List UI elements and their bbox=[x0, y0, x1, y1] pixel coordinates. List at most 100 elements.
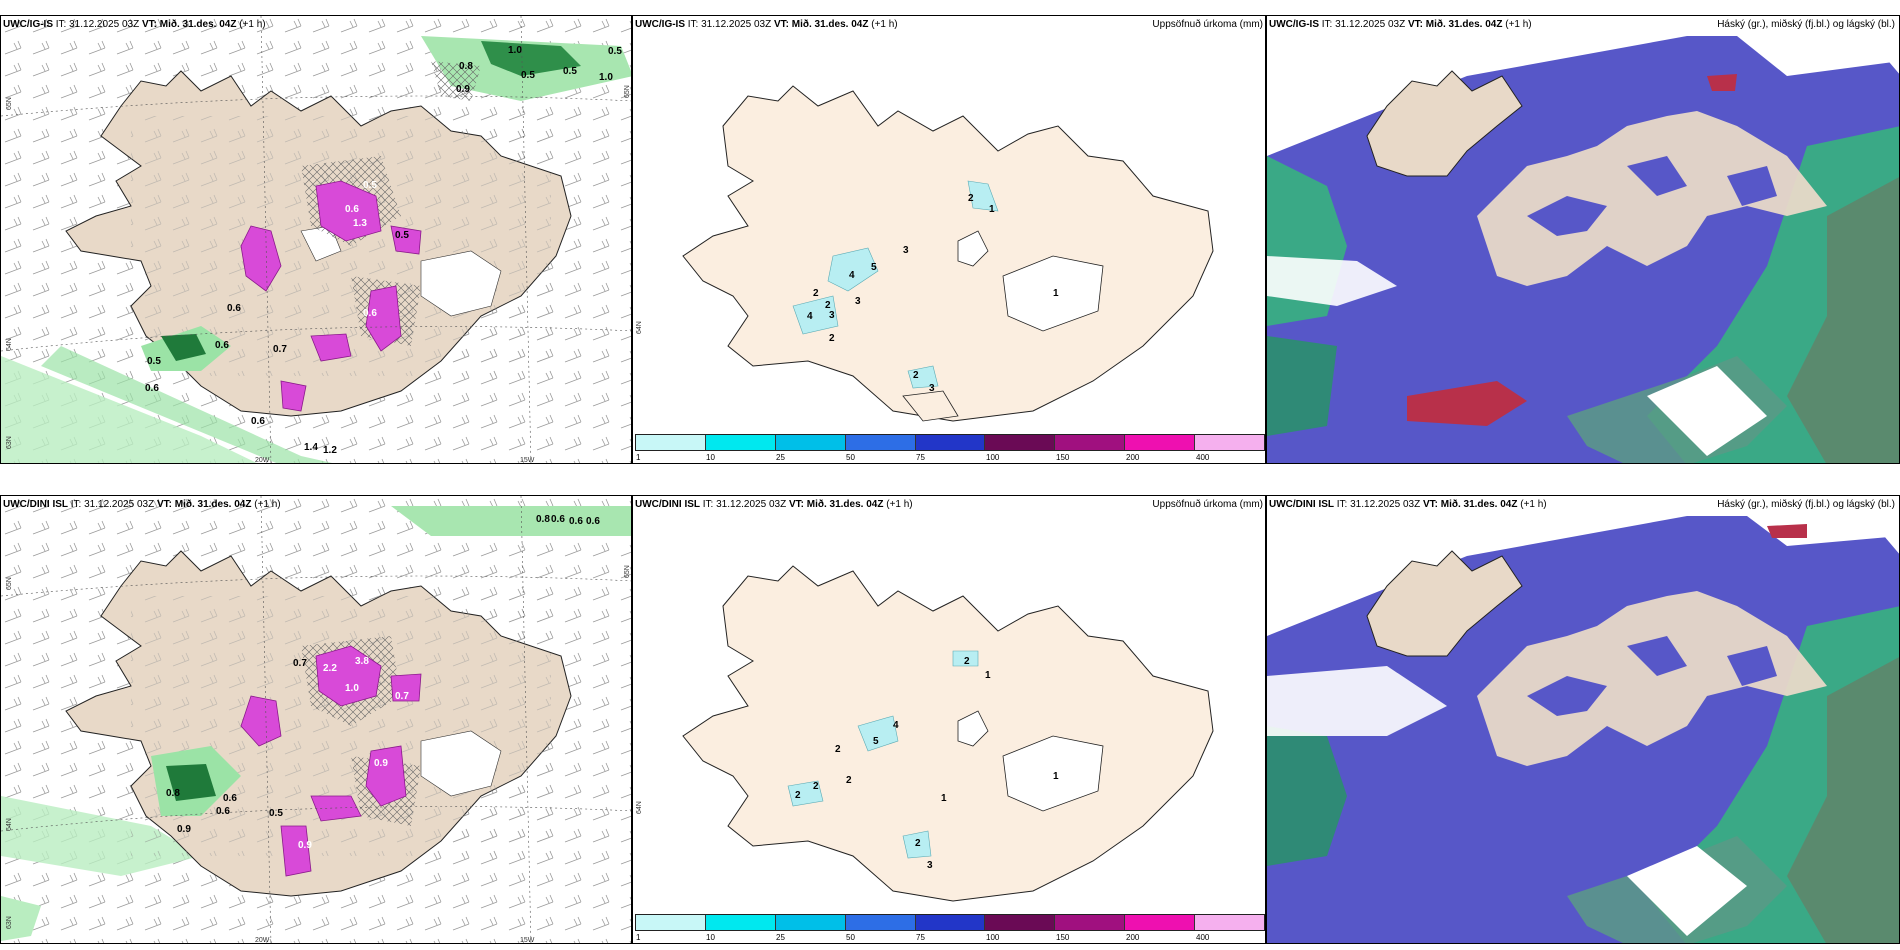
row1-wind-label-14: 0.6 bbox=[145, 383, 159, 394]
row1-wind-label-13: 0.5 bbox=[147, 356, 161, 367]
row1-lat-65: 65N bbox=[6, 97, 13, 110]
row1-precip-label-2: 3 bbox=[903, 245, 909, 256]
row2-precip-label-3: 5 bbox=[873, 736, 879, 747]
row2-precip-map: 2 1 4 5 2 2 2 2 1 1 2 3 64N bbox=[636, 565, 1214, 902]
row2-cloud-title: Háský (gr.), miðský (fj.bl.) og lágský (… bbox=[1717, 499, 1895, 510]
row1-precip-label-12: 2 bbox=[913, 370, 919, 381]
row2-cloud-panel: UWC/DINI ISL IT: 31.12.2025 03Z VT: Mið.… bbox=[1266, 495, 1900, 944]
row2-lon-20: 20W bbox=[255, 937, 270, 944]
row2-precip-panel: 2 1 4 5 2 2 2 2 1 1 2 3 64N UWC/DINI ISL… bbox=[632, 495, 1266, 944]
row1-wind-label-4: 0.5 bbox=[563, 66, 577, 77]
row1-wind-label-12: 0.6 bbox=[215, 340, 229, 351]
row2-precip-label-8: 1 bbox=[941, 793, 947, 804]
row1-wind-label-17: 1.4 bbox=[304, 442, 318, 453]
row1-lat-63: 63N bbox=[6, 436, 13, 449]
row1-precip-label-6: 2 bbox=[825, 300, 831, 311]
row1-cloud-header: UWC/IG-IS IT: 31.12.2025 03Z VT: Mið. 31… bbox=[1269, 19, 1532, 30]
row1-precip-panel: 2 1 3 5 4 2 2 4 3 3 2 1 2 3 64N UWC/IG-I… bbox=[632, 15, 1266, 464]
row2-wind-label-5: 2.2 bbox=[323, 663, 337, 674]
row1-wind-label-11: 0.7 bbox=[273, 344, 287, 355]
row2-lat-64: 64N bbox=[6, 818, 13, 831]
iceland-land-precip-1 bbox=[682, 85, 1214, 422]
row1-wind-label-8: 0.6 bbox=[345, 204, 359, 215]
row1-cloud-map bbox=[1267, 16, 1899, 463]
row2-wind-label-7: 1.0 bbox=[345, 683, 359, 694]
row2-precip-label-10: 2 bbox=[915, 838, 921, 849]
row1-wind-label-9: 1.3 bbox=[353, 218, 367, 229]
row2-colorbar bbox=[635, 914, 1265, 931]
row2-precip-title: Uppsöfnuð úrkoma (mm) bbox=[1152, 499, 1263, 510]
row2-wind-label-12: 0.6 bbox=[216, 806, 230, 817]
row2-lat-65: 65N bbox=[6, 577, 13, 590]
row2-cloud-map bbox=[1267, 496, 1899, 943]
row1-precip-label-9: 3 bbox=[855, 296, 861, 307]
row1-precip-label-4: 4 bbox=[849, 270, 855, 281]
row1-wind-label-19: 0.6 bbox=[363, 308, 377, 319]
row2-precip-label-0: 2 bbox=[964, 656, 970, 667]
row2-precip-header: UWC/DINI ISL IT: 31.12.2025 03Z VT: Mið.… bbox=[635, 499, 913, 510]
row2-precip-label-1: 1 bbox=[985, 670, 991, 681]
row1-wind-label-3: 0.5 bbox=[521, 70, 535, 81]
row1-lon-15: 15W bbox=[520, 457, 535, 464]
row1-precip-title: Uppsöfnuð úrkoma (mm) bbox=[1152, 19, 1263, 30]
row2-wind-label-6: 3.8 bbox=[355, 656, 369, 667]
row2-wind-label-15: 0.9 bbox=[298, 840, 312, 851]
row2-wind-label-2: 0.6 bbox=[569, 516, 583, 527]
row1-wind-panel: 1.0 0.5 0.8 0.5 0.5 1.0 0.9 0.5 0.6 1.3 … bbox=[0, 15, 632, 464]
row1-lat-64: 64N bbox=[6, 338, 13, 351]
row1-wind-label-5: 1.0 bbox=[599, 72, 613, 83]
row2-wind-label-1: 0.6 bbox=[551, 514, 565, 525]
row1-precip-label-10: 2 bbox=[829, 333, 835, 344]
row1-precip-label-7: 4 bbox=[807, 311, 813, 322]
row2-wind-map: 0.8 0.6 0.6 0.6 0.7 2.2 3.8 1.0 0.7 0.9 … bbox=[1, 496, 631, 944]
row2-wind-label-8: 0.7 bbox=[395, 691, 409, 702]
row1-wind-label-16: 0.6 bbox=[251, 416, 265, 427]
row2-wind-label-13: 0.9 bbox=[177, 824, 191, 835]
row2-precip-label-5: 2 bbox=[795, 790, 801, 801]
row1-wind-label-2: 0.8 bbox=[459, 61, 473, 72]
row2-lat-63: 63N bbox=[6, 916, 13, 929]
row1-precip-label-8: 3 bbox=[829, 310, 835, 321]
row2-precip-label-7: 2 bbox=[846, 775, 852, 786]
row1-wind-label-0: 1.0 bbox=[508, 45, 522, 56]
row1-colorbar-ticks: 1 10 25 50 75 100 150 200 400 bbox=[636, 453, 1210, 462]
row1-wind-header: UWC/IG-IS IT: 31.12.2025 03Z VT: Mið. 31… bbox=[3, 19, 266, 30]
row2-wind-header: UWC/DINI ISL IT: 31.12.2025 03Z VT: Mið.… bbox=[3, 499, 281, 510]
row1-cloud-panel: UWC/IG-IS IT: 31.12.2025 03Z VT: Mið. 31… bbox=[1266, 15, 1900, 464]
row1-wind-label-15: 0.6 bbox=[227, 303, 241, 314]
row1-precip-label-3: 5 bbox=[871, 262, 877, 273]
row2-lat-65-right: 65N bbox=[624, 565, 631, 578]
row2-cloud-header: UWC/DINI ISL IT: 31.12.2025 03Z VT: Mið.… bbox=[1269, 499, 1547, 510]
row2-wind-label-10: 0.8 bbox=[166, 788, 180, 799]
row2-wind-label-3: 0.6 bbox=[586, 516, 600, 527]
row2-wind-label-11: 0.6 bbox=[223, 793, 237, 804]
row1-wind-label-10: 0.5 bbox=[395, 230, 409, 241]
row1-precip-label-11: 1 bbox=[1053, 288, 1059, 299]
row1-precip-label-13: 3 bbox=[929, 383, 935, 394]
row1-wind-label-18: 1.2 bbox=[323, 445, 337, 456]
row1-precip-map: 2 1 3 5 4 2 2 4 3 3 2 1 2 3 64N bbox=[636, 85, 1214, 422]
row2-wind-label-0: 0.8 bbox=[536, 514, 550, 525]
row2-wind-panel: 0.8 0.6 0.6 0.6 0.7 2.2 3.8 1.0 0.7 0.9 … bbox=[0, 495, 632, 944]
iceland-land-precip-2 bbox=[682, 565, 1214, 902]
row2-precip-label-9: 1 bbox=[1053, 771, 1059, 782]
row1-precip-lat-64: 64N bbox=[636, 321, 643, 334]
row2-colorbar-ticks: 1 10 25 50 75 100 150 200 400 bbox=[636, 933, 1210, 942]
row2-precip-label-4: 2 bbox=[835, 744, 841, 755]
row2-wind-label-4: 0.7 bbox=[293, 658, 307, 669]
row2-wind-label-9: 0.9 bbox=[374, 758, 388, 769]
row1-cloud-title: Háský (gr.), miðský (fj.bl.) og lágský (… bbox=[1717, 19, 1895, 30]
row1-precip-label-0: 2 bbox=[968, 193, 974, 204]
row1-precip-label-1: 1 bbox=[989, 204, 995, 215]
row1-wind-map: 1.0 0.5 0.8 0.5 0.5 1.0 0.9 0.5 0.6 1.3 … bbox=[1, 16, 631, 464]
row1-wind-label-1: 0.5 bbox=[608, 46, 622, 57]
row1-wind-label-6: 0.9 bbox=[456, 84, 470, 95]
row1-lon-20: 20W bbox=[255, 457, 270, 464]
row2-wind-label-14: 0.5 bbox=[269, 808, 283, 819]
row2-precip-lat-64: 64N bbox=[636, 801, 643, 814]
row2-precip-label-2: 4 bbox=[893, 720, 899, 731]
row1-wind-label-7: 0.5 bbox=[363, 180, 377, 191]
row1-precip-label-5: 2 bbox=[813, 288, 819, 299]
row1-colorbar bbox=[635, 434, 1265, 451]
row1-precip-header: UWC/IG-IS IT: 31.12.2025 03Z VT: Mið. 31… bbox=[635, 19, 898, 30]
